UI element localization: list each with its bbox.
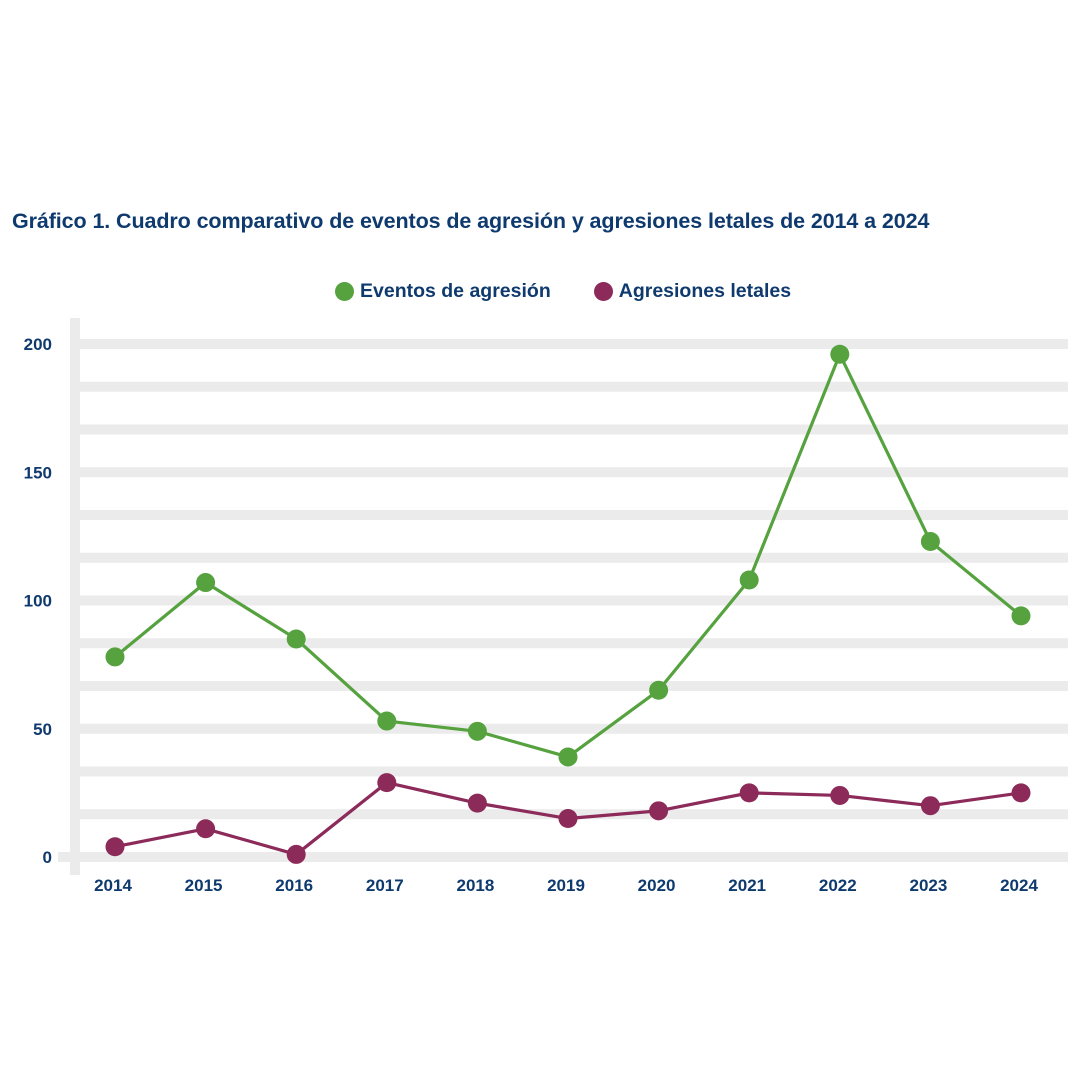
data-point: [830, 785, 850, 805]
x-tick-label: 2017: [366, 876, 404, 895]
legend-label-eventos: Eventos de agresión: [360, 280, 551, 302]
y-tick-label: 150: [24, 463, 52, 482]
grid-lines: [58, 339, 1068, 862]
data-point: [196, 573, 216, 593]
y-tick-label: 100: [24, 592, 52, 611]
data-point: [286, 844, 306, 864]
data-point: [1011, 783, 1031, 803]
legend-item-eventos: Eventos de agresión: [335, 280, 551, 303]
legend-label-letales: Agresiones letales: [618, 280, 792, 302]
x-tick-label: 2020: [638, 876, 676, 895]
data-point: [467, 721, 487, 741]
data-point: [377, 773, 397, 793]
x-tick-label: 2023: [909, 876, 947, 895]
data-point: [649, 801, 669, 821]
data-point: [739, 570, 759, 590]
data-point: [105, 837, 125, 857]
data-point: [920, 532, 940, 552]
data-point: [377, 711, 397, 731]
x-tick-label: 2019: [547, 876, 585, 895]
x-tick-label: 2014: [94, 876, 132, 895]
data-point: [558, 747, 578, 767]
data-point: [1011, 606, 1031, 626]
data-point: [467, 793, 487, 813]
x-tick-label: 2016: [275, 876, 313, 895]
chart-legend: Eventos de agresión Agresiones letales: [335, 280, 791, 303]
y-tick-labels: 0 50 100 150 200: [24, 335, 52, 867]
y-tick-label: 50: [33, 720, 52, 739]
series-agresiones-letales: [105, 773, 1031, 864]
x-tick-label: 2015: [185, 876, 223, 895]
data-point: [920, 796, 940, 816]
x-tick-label: 2024: [1000, 876, 1038, 895]
data-point: [558, 809, 578, 829]
data-point: [739, 783, 759, 803]
data-point: [649, 680, 669, 700]
data-point: [105, 647, 125, 667]
data-point: [286, 629, 306, 649]
y-tick-label: 0: [43, 848, 52, 867]
data-point: [196, 819, 216, 839]
x-tick-label: 2022: [819, 876, 857, 895]
x-tick-label: 2018: [456, 876, 494, 895]
y-tick-label: 200: [24, 335, 52, 354]
series-eventos-de-agresion: [105, 344, 1031, 767]
legend-item-letales: Agresiones letales: [593, 280, 792, 303]
legend-marker-letales: [593, 282, 613, 301]
legend-marker-eventos: [335, 282, 354, 301]
x-tick-label: 2021: [728, 876, 766, 895]
data-point: [830, 344, 850, 364]
series: [105, 344, 1031, 864]
chart-title: Gráfico 1. Cuadro comparativo de eventos…: [12, 209, 930, 233]
x-tick-labels: 2014 2015 2016 2017 2018 2019 2020 2021 2022 2023…: [94, 876, 1038, 895]
